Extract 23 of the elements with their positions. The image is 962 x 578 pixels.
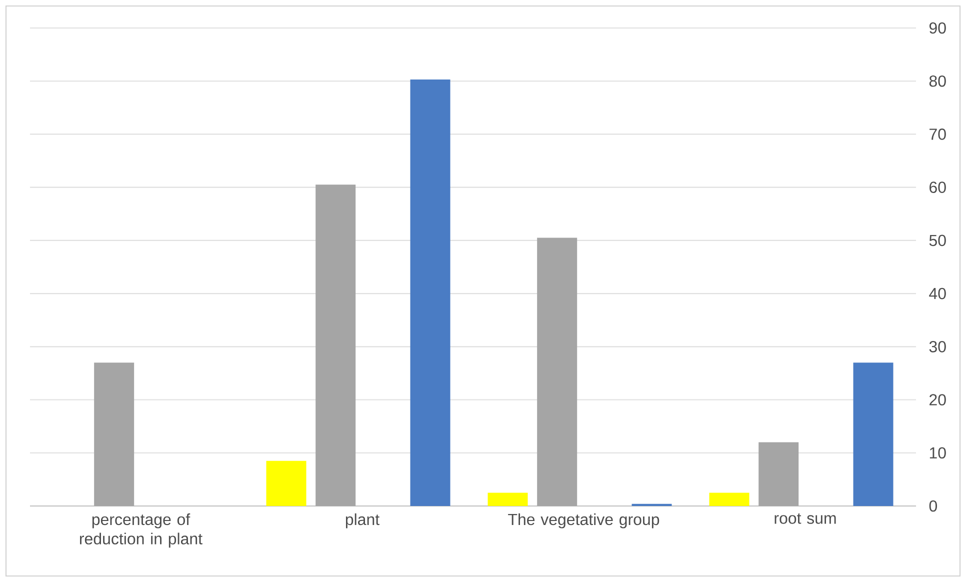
bar	[410, 80, 450, 506]
y-tick-label: 10	[930, 447, 946, 459]
y-tick-label: 40	[929, 288, 946, 300]
x-tick-label: root sum	[774, 513, 836, 524]
y-tick-label: 60	[930, 182, 946, 193]
bar	[488, 492, 528, 506]
bar	[709, 492, 750, 506]
bar	[266, 460, 306, 506]
bar	[853, 362, 894, 506]
y-tick-label: 0	[929, 500, 937, 512]
bar	[758, 442, 799, 506]
bar	[94, 362, 134, 506]
y-tick-label: 30	[929, 341, 946, 352]
bar	[537, 238, 578, 506]
x-tick-label: percentage of reduction in plant	[80, 513, 202, 548]
y-tick-label: 70	[930, 128, 946, 140]
bar	[316, 184, 356, 506]
x-tick-label: The vegetative group	[508, 513, 660, 528]
x-tick-label: plant	[346, 513, 380, 528]
y-tick-label: 20	[930, 394, 946, 406]
y-tick-label: 80	[929, 75, 946, 87]
y-tick-label: 90	[929, 22, 946, 34]
y-tick-label: 50	[929, 234, 946, 246]
